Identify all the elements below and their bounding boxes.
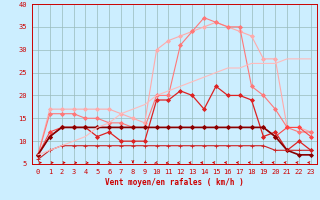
X-axis label: Vent moyen/en rafales ( km/h ): Vent moyen/en rafales ( km/h ) xyxy=(105,178,244,187)
